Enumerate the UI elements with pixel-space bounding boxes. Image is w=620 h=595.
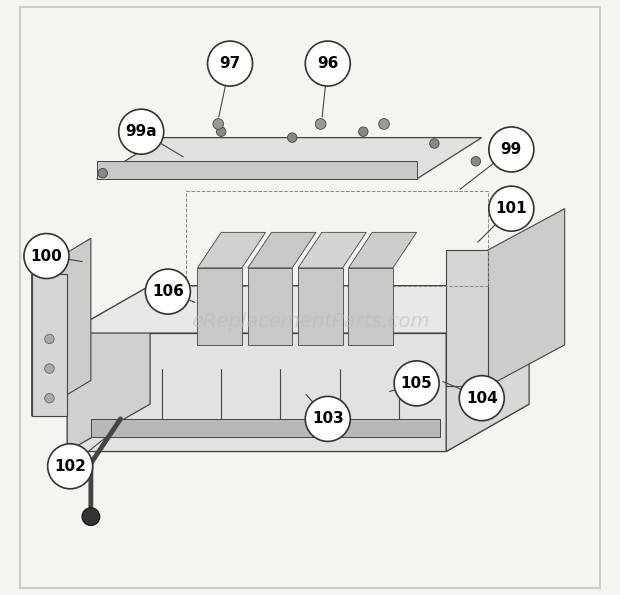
Circle shape [128,139,137,148]
Polygon shape [198,233,265,268]
Polygon shape [298,233,366,268]
Circle shape [316,118,326,129]
Polygon shape [32,238,91,416]
Polygon shape [488,209,565,386]
Text: eReplacementParts.com: eReplacementParts.com [191,312,429,331]
Circle shape [24,234,69,278]
Text: 104: 104 [466,391,498,406]
Circle shape [45,393,54,403]
Text: 101: 101 [495,201,527,216]
Circle shape [48,444,92,488]
Polygon shape [67,404,529,452]
Circle shape [459,375,504,421]
Circle shape [118,109,164,154]
Text: 99a: 99a [125,124,157,139]
Circle shape [379,118,389,129]
Text: 96: 96 [317,56,339,71]
Circle shape [98,168,107,178]
Circle shape [45,334,54,344]
Polygon shape [91,419,440,437]
Text: 105: 105 [401,376,433,391]
Text: 99: 99 [501,142,522,157]
Polygon shape [248,233,316,268]
Polygon shape [446,250,488,386]
Polygon shape [97,137,482,179]
Polygon shape [298,268,343,345]
Text: 106: 106 [152,284,184,299]
Circle shape [430,139,439,148]
Polygon shape [67,286,150,452]
Bar [185,191,488,286]
Polygon shape [446,286,529,452]
Polygon shape [67,286,529,333]
Text: 100: 100 [30,249,63,264]
Polygon shape [32,274,67,416]
Circle shape [82,508,100,525]
Text: 102: 102 [54,459,86,474]
Circle shape [394,361,439,406]
Circle shape [489,127,534,172]
Circle shape [216,127,226,136]
Circle shape [213,118,224,129]
Polygon shape [67,333,446,452]
Circle shape [145,269,190,314]
Circle shape [471,156,480,166]
Polygon shape [97,161,417,179]
Text: 103: 103 [312,411,343,427]
Polygon shape [198,268,242,345]
Polygon shape [348,233,417,268]
Circle shape [305,396,350,441]
Polygon shape [348,268,393,345]
Circle shape [305,41,350,86]
Text: 97: 97 [219,56,241,71]
Circle shape [208,41,252,86]
Polygon shape [248,268,292,345]
Circle shape [489,186,534,231]
Circle shape [358,127,368,136]
Circle shape [45,364,54,373]
Circle shape [288,133,297,142]
